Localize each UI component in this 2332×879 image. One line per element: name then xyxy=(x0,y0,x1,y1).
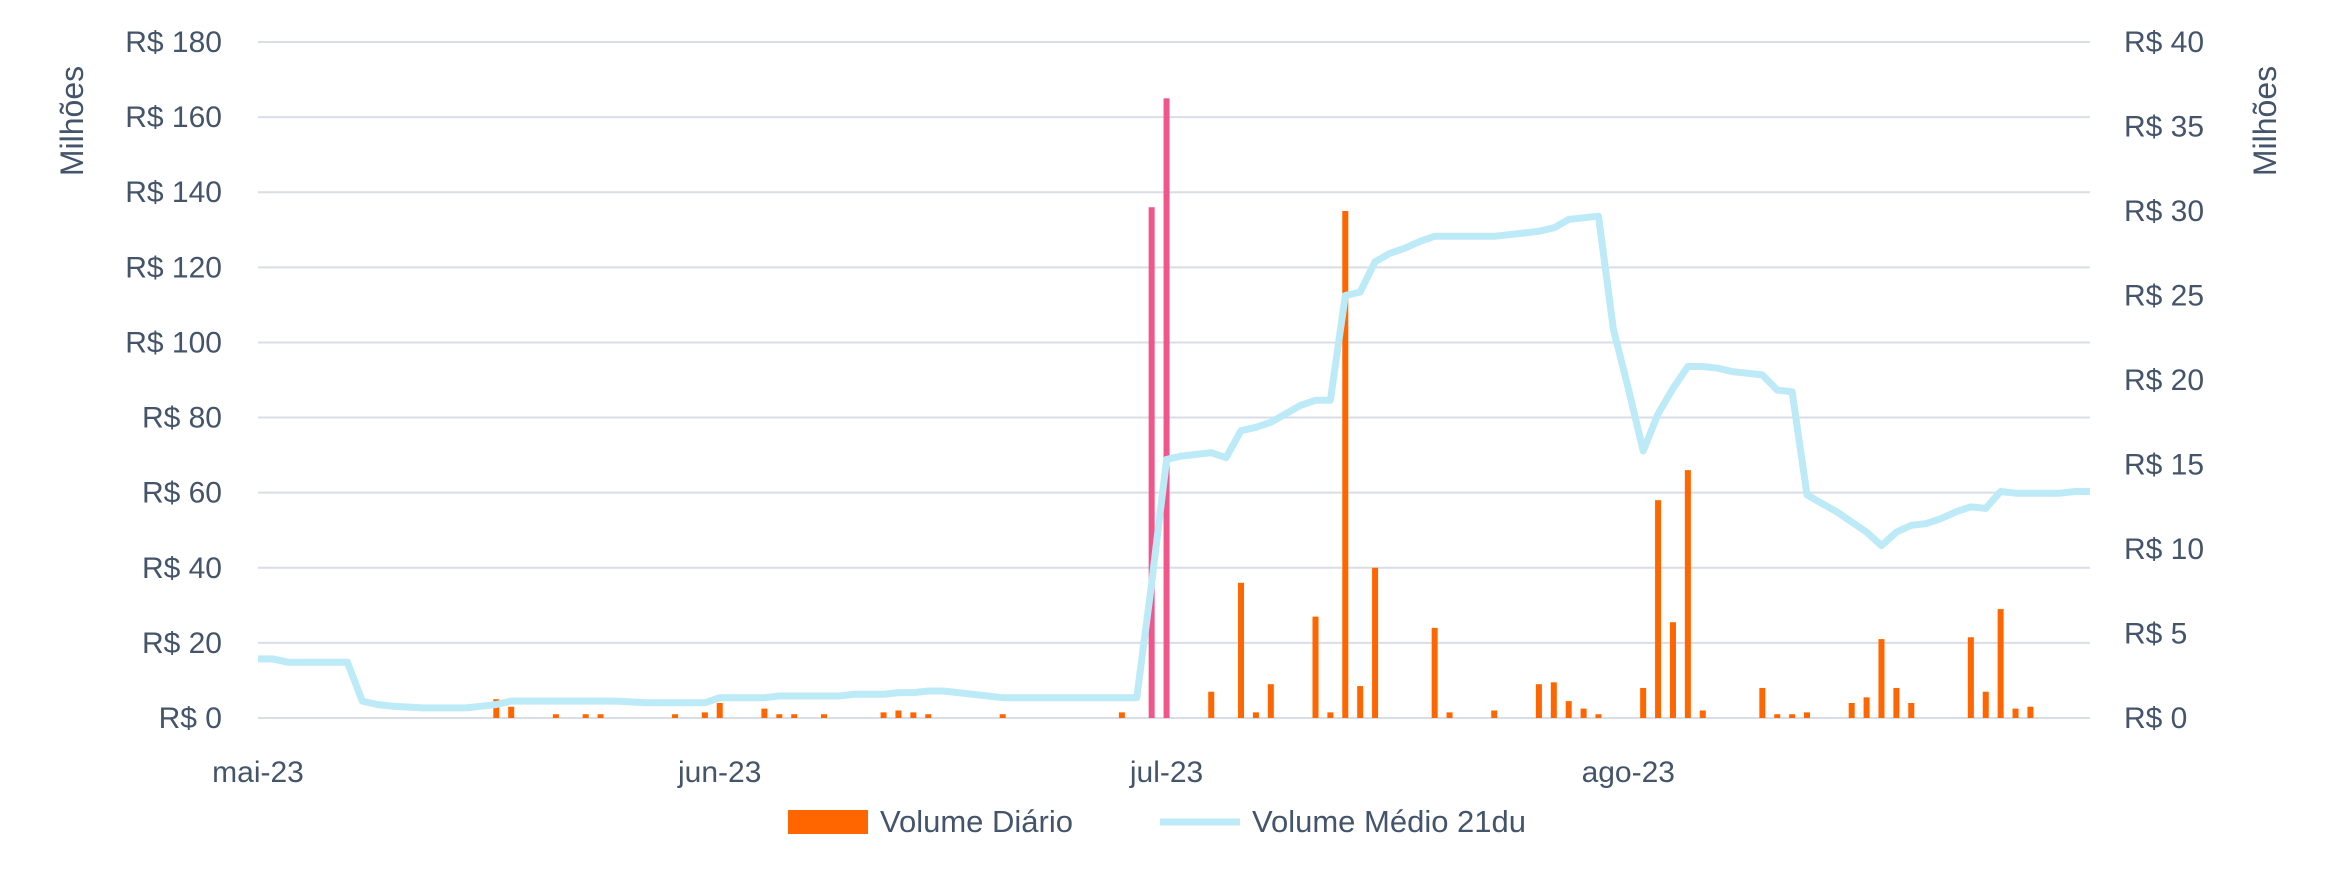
left-tick-label: R$ 0 xyxy=(159,702,222,735)
bar xyxy=(1208,691,1215,718)
bar xyxy=(1669,622,1676,718)
bar xyxy=(672,714,679,718)
bar xyxy=(1595,714,1602,718)
bar xyxy=(1804,712,1811,718)
gridlines xyxy=(258,41,2090,719)
bar xyxy=(999,714,1006,718)
right-tick-label: R$ 10 xyxy=(2124,533,2204,566)
bar xyxy=(1997,609,2004,718)
bar xyxy=(1655,500,1662,718)
bar xyxy=(1446,712,1453,718)
bar xyxy=(2027,706,2034,718)
bar xyxy=(1357,686,1364,718)
left-tick-label: R$ 180 xyxy=(125,26,222,59)
bar xyxy=(1848,702,1855,718)
bar xyxy=(1267,684,1274,718)
right-tick-label: R$ 20 xyxy=(2124,364,2204,397)
right-axis-ticks: R$ 0 R$ 5 R$ 10 R$ 15 R$ 20 R$ 25 R$ 30 R$ 35 R$… xyxy=(2124,26,2204,735)
bar-highlight xyxy=(1163,98,1170,719)
average-volume-line xyxy=(258,212,2090,712)
daily-volume-bars xyxy=(493,98,2034,719)
legend: Volume Diário Volume Médio 21du xyxy=(788,804,1526,839)
bar xyxy=(1878,639,1885,718)
left-tick-label: R$ 40 xyxy=(142,552,222,585)
legend-bar-swatch xyxy=(788,810,868,834)
legend-line-label: Volume Médio 21du xyxy=(1252,804,1526,839)
bar xyxy=(1372,567,1379,718)
right-tick-label: R$ 40 xyxy=(2124,26,2204,59)
bar xyxy=(1431,627,1438,718)
bar xyxy=(701,712,708,718)
bar xyxy=(1550,682,1557,718)
bar xyxy=(791,714,798,718)
bar xyxy=(1967,637,1974,718)
left-tick-label: R$ 60 xyxy=(142,477,222,510)
left-axis-ticks: R$ 0 R$ 20 R$ 40 R$ 60 R$ 80 R$ 100 R$ 120 R$ 1… xyxy=(125,26,222,735)
left-tick-label: R$ 20 xyxy=(142,627,222,660)
bar xyxy=(1759,687,1766,718)
right-tick-label: R$ 0 xyxy=(2124,702,2187,735)
left-tick-label: R$ 140 xyxy=(125,176,222,209)
bar xyxy=(1908,702,1915,718)
left-tick-label: R$ 160 xyxy=(125,101,222,134)
bar xyxy=(1491,710,1498,718)
bar xyxy=(910,712,917,718)
right-axis-title: Milhões xyxy=(2247,66,2283,176)
bar xyxy=(716,702,723,718)
legend-bar-label: Volume Diário xyxy=(880,804,1073,839)
bar xyxy=(1580,708,1587,718)
x-tick-label: mai-23 xyxy=(212,756,304,789)
bar xyxy=(925,714,932,718)
bar xyxy=(1565,701,1572,718)
bar xyxy=(552,714,559,718)
bar xyxy=(1640,687,1647,718)
bar xyxy=(880,712,887,718)
right-tick-label: R$ 25 xyxy=(2124,280,2204,313)
bar xyxy=(1699,710,1706,718)
bar xyxy=(1252,712,1259,718)
bar xyxy=(1893,687,1900,718)
bar xyxy=(508,706,515,718)
bar xyxy=(895,710,902,718)
right-tick-label: R$ 35 xyxy=(2124,111,2204,144)
left-axis-title: Milhões xyxy=(54,66,90,176)
bar xyxy=(1789,714,1796,718)
bar xyxy=(1342,211,1349,718)
right-tick-label: R$ 15 xyxy=(2124,449,2204,482)
bar xyxy=(1238,582,1245,718)
bar xyxy=(776,714,783,718)
bar xyxy=(2012,708,2019,718)
bar-highlight xyxy=(1148,207,1155,718)
x-tick-label: ago-23 xyxy=(1582,756,1675,789)
bar xyxy=(1118,712,1125,718)
right-tick-label: R$ 30 xyxy=(2124,195,2204,228)
bar xyxy=(1535,684,1542,718)
bar xyxy=(1312,616,1319,718)
right-tick-label: R$ 5 xyxy=(2124,618,2187,651)
left-tick-label: R$ 100 xyxy=(125,326,222,359)
bar xyxy=(1982,691,1989,718)
x-tick-label: jul-23 xyxy=(1129,756,1203,789)
bar xyxy=(493,699,500,718)
bar xyxy=(820,714,827,718)
x-axis-ticks: mai-23 jun-23 jul-23 ago-23 xyxy=(212,756,1675,789)
bar xyxy=(1684,470,1691,718)
bar xyxy=(761,708,768,718)
bar xyxy=(582,714,589,718)
bar xyxy=(1863,697,1870,718)
x-tick-label: jun-23 xyxy=(677,756,761,789)
left-tick-label: R$ 120 xyxy=(125,251,222,284)
left-tick-label: R$ 80 xyxy=(142,402,222,435)
bar xyxy=(1774,714,1781,718)
bar xyxy=(1327,712,1334,718)
bar xyxy=(597,714,604,718)
